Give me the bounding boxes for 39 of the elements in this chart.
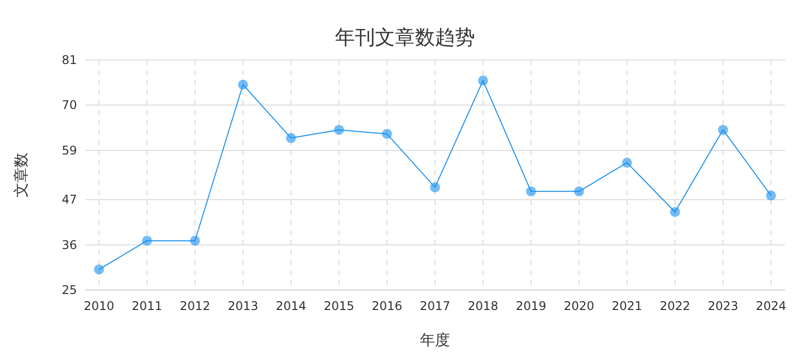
point — [334, 124, 344, 135]
y-tick-label: 25 — [62, 283, 77, 297]
point — [718, 124, 728, 135]
y-tick-label: 36 — [62, 238, 77, 252]
x-tick-label: 2024 — [756, 299, 786, 313]
x-tick-label: 2018 — [468, 299, 498, 313]
x-tick-label: 2021 — [612, 299, 642, 313]
x-tick-label: 2019 — [516, 299, 546, 313]
point — [622, 158, 632, 168]
x-tick-label: 2010 — [84, 299, 114, 313]
x-tick-label: 2013 — [228, 299, 258, 313]
point — [526, 186, 536, 196]
x-tick-label: 2011 — [132, 299, 162, 313]
y-tick-label: 59 — [62, 143, 77, 158]
y-tick-label: 81 — [62, 53, 77, 67]
point — [574, 186, 584, 196]
x-axis-title: 年度 — [420, 331, 450, 349]
point — [382, 128, 392, 139]
point — [190, 236, 200, 246]
x-tick-label: 2020 — [564, 299, 594, 313]
y-tick-label: 70 — [62, 98, 77, 112]
x-tick-label: 2015 — [324, 299, 354, 313]
x-tick-label: 2012 — [180, 299, 210, 313]
point — [142, 236, 152, 246]
chart-title: 年刊文章数趋势 — [335, 25, 475, 49]
x-tick-label: 2014 — [276, 299, 306, 313]
y-tick-label: 47 — [62, 192, 77, 207]
x-tick-label: 2023 — [708, 299, 738, 313]
point — [238, 80, 248, 90]
y-axis-title: 文章数 — [12, 152, 30, 198]
point — [94, 264, 104, 274]
point — [430, 182, 440, 192]
point — [286, 133, 296, 144]
point — [670, 206, 680, 217]
x-tick-label: 2016 — [372, 299, 402, 313]
point — [766, 190, 776, 201]
x-tick-label: 2017 — [420, 299, 450, 313]
x-tick-label: 2022 — [660, 299, 690, 313]
point — [478, 76, 488, 86]
